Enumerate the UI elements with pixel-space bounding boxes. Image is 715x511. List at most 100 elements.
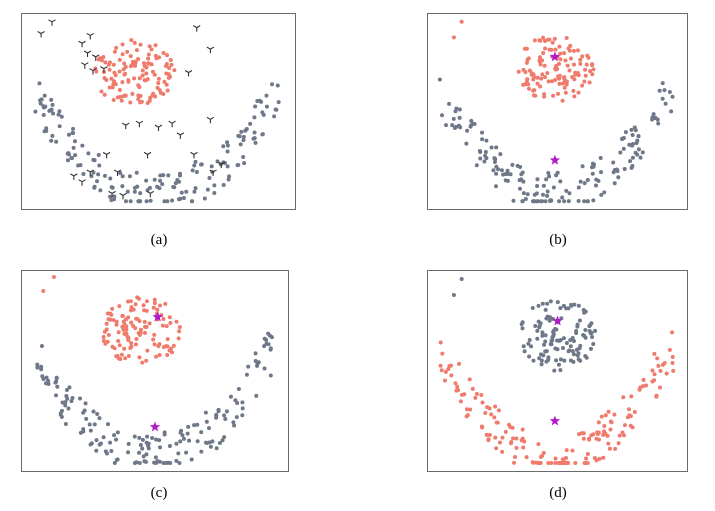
- scatter-point: [657, 385, 662, 390]
- scatter-point: [451, 35, 456, 40]
- scatter-point: [164, 64, 169, 69]
- scatter-point: [152, 332, 157, 337]
- scatter-panel-c: [21, 270, 289, 472]
- scatter-point: [268, 373, 273, 378]
- scatter-point: [564, 82, 569, 87]
- scatter-point: [60, 400, 65, 405]
- scatter-point: [521, 445, 526, 450]
- scatter-point: [583, 67, 588, 72]
- scatter-point: [140, 73, 145, 78]
- scatter-point: [543, 307, 548, 312]
- scatter-point: [535, 75, 540, 80]
- scatter-point: [438, 363, 443, 368]
- scatter-point: [225, 149, 230, 154]
- outlier-marker: [81, 62, 89, 69]
- scatter-point: [175, 178, 180, 183]
- scatter-point: [50, 133, 55, 138]
- scatter-point: [566, 349, 571, 354]
- scatter-point: [544, 177, 549, 182]
- scatter-point: [38, 101, 43, 106]
- scatter-point: [660, 362, 665, 367]
- scatter-point: [558, 368, 563, 373]
- scatter-point: [172, 185, 177, 190]
- outlier-marker: [91, 54, 100, 61]
- scatter-point: [221, 183, 226, 188]
- scatter-point: [543, 199, 548, 204]
- scatter-point: [520, 199, 525, 204]
- scatter-point: [44, 126, 49, 131]
- scatter-point: [116, 338, 121, 343]
- scatter-point: [566, 461, 571, 465]
- scatter-point: [165, 199, 170, 204]
- scatter-point: [199, 430, 204, 435]
- centroid-star: [149, 421, 161, 432]
- scatter-point: [525, 77, 530, 82]
- scatter-point: [603, 431, 608, 436]
- scatter-point: [630, 425, 635, 430]
- scatter-point: [561, 303, 566, 308]
- scatter-point: [622, 166, 627, 171]
- scatter-point: [252, 115, 257, 120]
- scatter-point: [117, 304, 122, 309]
- scatter-point: [104, 321, 109, 326]
- scatter-point: [634, 140, 639, 145]
- scatter-point: [630, 142, 635, 147]
- scatter-point: [450, 123, 455, 128]
- scatter-point: [97, 416, 102, 421]
- scatter-point: [521, 82, 526, 87]
- scatter-point: [78, 396, 82, 401]
- scatter-point: [660, 81, 665, 86]
- scatter-point: [530, 460, 535, 465]
- scatter-point: [632, 409, 637, 414]
- scatter-point: [587, 436, 592, 441]
- scatter-point: [179, 190, 184, 195]
- scatter-point: [137, 199, 142, 204]
- scatter-point: [620, 137, 625, 142]
- scatter-point: [538, 62, 543, 67]
- scatter-point: [205, 187, 210, 192]
- scatter-point: [102, 173, 107, 178]
- scatter-point: [553, 346, 558, 351]
- scatter-point: [178, 439, 183, 444]
- scatter-point: [44, 375, 49, 380]
- scatter-point: [551, 185, 556, 190]
- scatter-point: [165, 344, 170, 349]
- scatter-point: [549, 338, 554, 343]
- scatter-point: [447, 101, 452, 106]
- scatter-point: [630, 132, 635, 137]
- scatter-point: [459, 277, 464, 281]
- scatter-point: [641, 377, 646, 382]
- scatter-point: [109, 76, 114, 81]
- scatter-point: [537, 38, 542, 43]
- scatter-point: [497, 440, 502, 445]
- scatter-point: [138, 94, 143, 99]
- scatter-point: [612, 181, 617, 186]
- scatter-point: [588, 346, 593, 351]
- scatter-point: [240, 400, 245, 405]
- scatter-point: [494, 145, 499, 150]
- scatter-point: [151, 91, 156, 96]
- scatter-point: [172, 68, 177, 73]
- scatter-point: [81, 410, 86, 415]
- scatter-point: [556, 74, 561, 79]
- scatter-point: [495, 420, 500, 425]
- scatter-point: [192, 163, 197, 168]
- scatter-point: [106, 332, 111, 337]
- scatter-point: [152, 72, 157, 77]
- scatter-point: [578, 343, 583, 348]
- scatter-point: [531, 88, 536, 93]
- scatter-point: [164, 324, 169, 329]
- scatter-point: [96, 172, 101, 177]
- scatter-point: [137, 85, 142, 90]
- scatter-point: [112, 433, 117, 438]
- scatter-point: [547, 318, 552, 323]
- scatter-point: [487, 432, 492, 437]
- scatter-point: [154, 354, 159, 359]
- scatter-point: [468, 407, 473, 412]
- scatter-point: [152, 460, 157, 465]
- scatter-point: [105, 339, 110, 344]
- scatter-point: [120, 42, 125, 47]
- scatter-point: [541, 450, 546, 455]
- scatter-point: [558, 461, 563, 465]
- scatter-point: [144, 452, 149, 457]
